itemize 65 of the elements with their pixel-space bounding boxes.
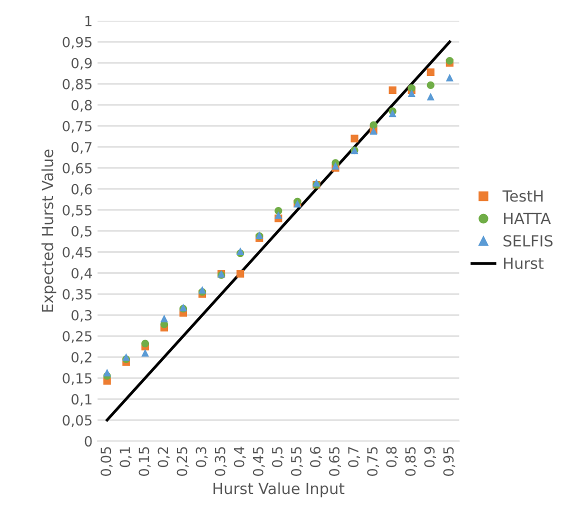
y-tick-label: 0,6	[72, 184, 92, 196]
x-axis-title: Hurst Value Input	[214, 482, 344, 498]
y-axis-title: Expected Hurst Value	[41, 150, 56, 312]
x-tick-label: 0,4	[234, 446, 246, 468]
y-tick-label: 0,15	[62, 373, 92, 385]
x-tick-label: 0,45	[252, 447, 265, 476]
y-tick-label: 0,95	[62, 36, 92, 49]
legend-label: SELFIS	[504, 235, 553, 247]
y-tick-label: 0,4	[72, 268, 92, 280]
x-tick-label: 0,65	[329, 447, 341, 476]
x-tick-label: 0,15	[138, 447, 151, 476]
y-tick-label: 0,55	[62, 204, 92, 217]
legend-label: Hurst	[504, 258, 544, 270]
y-tick-label: 1	[85, 16, 92, 26]
point	[103, 368, 111, 376]
point	[408, 84, 416, 92]
y-tick-label: 0,3	[72, 310, 92, 322]
y-tick-label: 0,35	[62, 288, 92, 301]
point	[350, 134, 358, 142]
y-tick-label: 0,65	[62, 162, 92, 175]
x-tick-label: 0,6	[310, 446, 322, 468]
x-tick-label: 0,25	[176, 447, 189, 476]
y-tick-label: 0,25	[62, 331, 92, 343]
y-tick-label: 0,9	[72, 58, 92, 70]
y-tick-label: 0,8	[72, 100, 92, 112]
x-tick-label: 0,3	[196, 447, 208, 468]
point	[370, 121, 378, 129]
point	[141, 340, 149, 348]
x-tick-label: 0,1	[120, 447, 132, 468]
point	[426, 81, 434, 89]
point	[312, 178, 320, 186]
point	[388, 86, 396, 94]
point	[426, 68, 434, 76]
point	[274, 211, 282, 219]
x-tick-label: 0,9	[424, 446, 436, 468]
point	[141, 349, 149, 357]
x-tick-label: 0,95	[443, 447, 456, 476]
y-tick-label: 0,5	[72, 226, 92, 238]
line-series	[106, 40, 452, 422]
y-tick-label: 0,2	[72, 352, 92, 364]
y-tick-label: 0,7	[72, 142, 92, 154]
y-tick-label: 0,45	[62, 246, 92, 259]
x-tick-label: 0,2	[158, 447, 170, 468]
y-tick-label: 0,85	[62, 78, 92, 91]
y-tick-label: 0,05	[62, 415, 92, 427]
point	[446, 56, 454, 65]
point	[388, 110, 396, 118]
x-tick-label: 0,55	[290, 447, 303, 476]
point	[446, 74, 454, 82]
point	[236, 270, 244, 278]
point	[426, 92, 434, 100]
x-tick-label: 0,35	[214, 447, 227, 476]
legend-label: TestH	[502, 190, 543, 202]
y-tick-label: 0,1	[72, 394, 92, 406]
point	[236, 247, 244, 255]
x-tick-label: 0,5	[272, 447, 284, 468]
y-tick-label: 0	[84, 436, 92, 447]
x-tick-label: 0,7	[348, 447, 360, 468]
point	[408, 89, 416, 97]
point	[160, 314, 168, 322]
y-tick-label: 0,75	[62, 120, 92, 133]
x-tick-label: 0,75	[367, 447, 379, 476]
x-tick-label: 0,8	[386, 446, 398, 468]
x-tick-label: 0,85	[405, 447, 418, 476]
legend-label: HATTA	[504, 212, 551, 224]
